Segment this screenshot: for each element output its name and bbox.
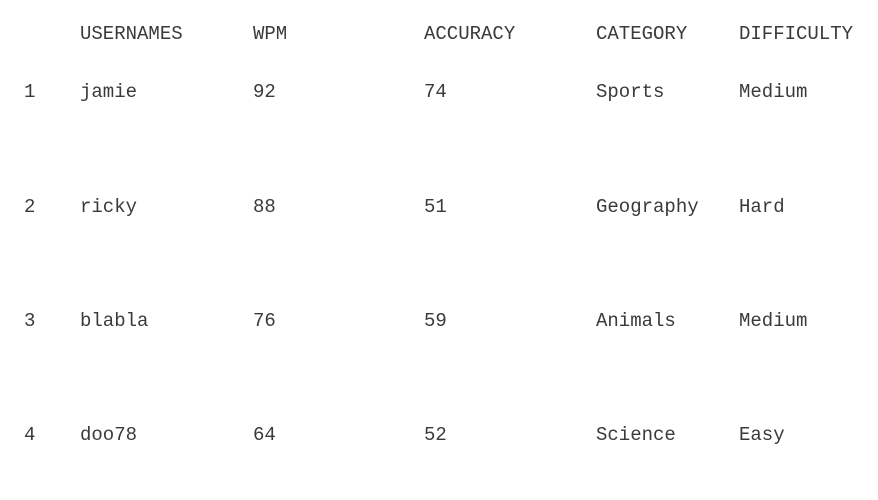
rank-cell: 2 — [24, 196, 36, 218]
accuracy-cell: 52 — [424, 424, 447, 446]
table-header-row: USERNAMES WPM ACCURACY CATEGORY DIFFICUL… — [0, 22, 878, 46]
accuracy-cell: 51 — [424, 196, 447, 218]
difficulty-cell: Easy — [739, 424, 785, 446]
username-cell: blabla — [80, 310, 149, 332]
table-row: 1 jamie 92 74 Sports Medium — [0, 80, 878, 104]
rank-cell: 4 — [24, 424, 36, 446]
header-usernames: USERNAMES — [80, 23, 183, 45]
wpm-cell: 88 — [253, 196, 276, 218]
category-cell: Science — [596, 424, 676, 446]
header-wpm: WPM — [253, 23, 288, 45]
username-cell: jamie — [80, 81, 138, 103]
table-row: 3 blabla 76 59 Animals Medium — [0, 309, 878, 333]
wpm-cell: 92 — [253, 81, 276, 103]
header-difficulty: DIFFICULTY — [739, 23, 854, 45]
header-accuracy: ACCURACY — [424, 23, 516, 45]
difficulty-cell: Medium — [739, 310, 808, 332]
table-row: 2 ricky 88 51 Geography Hard — [0, 195, 878, 219]
username-cell: doo78 — [80, 424, 138, 446]
difficulty-cell: Hard — [739, 196, 785, 218]
category-cell: Animals — [596, 310, 676, 332]
table-row: 4 doo78 64 52 Science Easy — [0, 423, 878, 447]
difficulty-cell: Medium — [739, 81, 808, 103]
wpm-cell: 64 — [253, 424, 276, 446]
accuracy-cell: 59 — [424, 310, 447, 332]
category-cell: Sports — [596, 81, 665, 103]
username-cell: ricky — [80, 196, 138, 218]
accuracy-cell: 74 — [424, 81, 447, 103]
rank-cell: 3 — [24, 310, 36, 332]
rank-cell: 1 — [24, 81, 36, 103]
wpm-cell: 76 — [253, 310, 276, 332]
header-category: CATEGORY — [596, 23, 688, 45]
category-cell: Geography — [596, 196, 699, 218]
